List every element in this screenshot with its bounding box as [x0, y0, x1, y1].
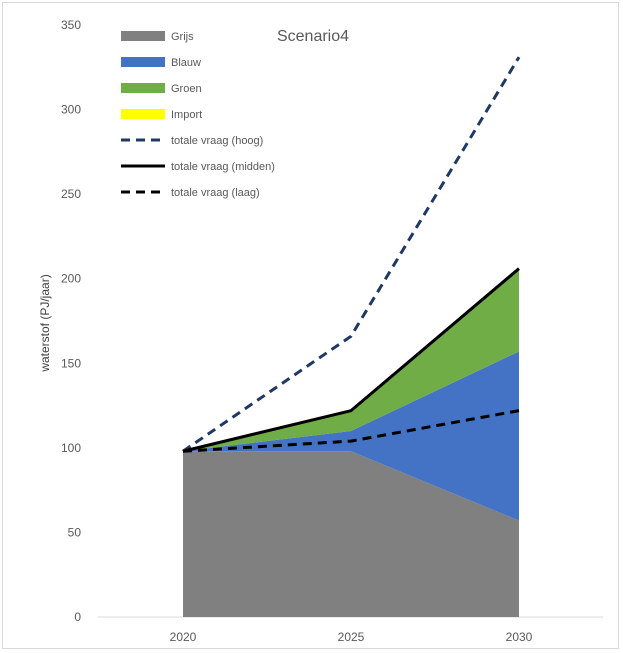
line-series-2	[182, 267, 520, 453]
y-tick-label: 350	[61, 18, 81, 32]
x-tick-label: 2025	[338, 630, 365, 644]
legend-swatch	[121, 83, 165, 93]
legend-label: Blauw	[171, 57, 201, 69]
y-tick-label: 150	[61, 356, 81, 370]
legend-label: totale vraag (laag)	[171, 187, 260, 199]
area-groen	[183, 268, 519, 452]
line-series-1	[182, 56, 521, 453]
y-tick-label: 200	[61, 272, 81, 286]
y-tick-label: 0	[74, 610, 81, 624]
x-tick-label: 2020	[170, 630, 197, 644]
y-tick-label: 100	[61, 441, 81, 455]
y-tick-label: 300	[61, 103, 81, 117]
y-axis-title: waterstof (PJ/jaar)	[38, 274, 52, 372]
legend-swatch	[121, 31, 165, 41]
y-tick-label: 50	[68, 525, 82, 539]
y-tick-label: 250	[61, 187, 81, 201]
x-tick-label: 2030	[506, 630, 533, 644]
legend-label: totale vraag (midden)	[171, 161, 275, 173]
demand-lines	[182, 56, 521, 453]
area-grijs	[183, 451, 519, 617]
chart-svg: 0 50 100 150 200 250 300 350 2020 2025 2030 Grijs B…	[38, 18, 603, 644]
legend-swatch	[121, 109, 165, 119]
legend-label: totale vraag (hoog)	[171, 135, 263, 147]
chart-title: Scenario4	[277, 28, 349, 45]
legend-label: Import	[171, 109, 202, 121]
area-blauw	[183, 351, 519, 521]
line-series-3	[182, 409, 520, 453]
legend: Grijs Blauw Groen Import totale vraag (hoog)…	[121, 31, 275, 199]
stacked-areas	[183, 268, 519, 617]
tick-labels: 0 50 100 150 200 250 300 350 2020 2025 2030	[61, 18, 533, 644]
legend-swatch	[121, 57, 165, 67]
legend-label: Grijs	[171, 31, 194, 43]
legend-label: Groen	[171, 83, 202, 95]
